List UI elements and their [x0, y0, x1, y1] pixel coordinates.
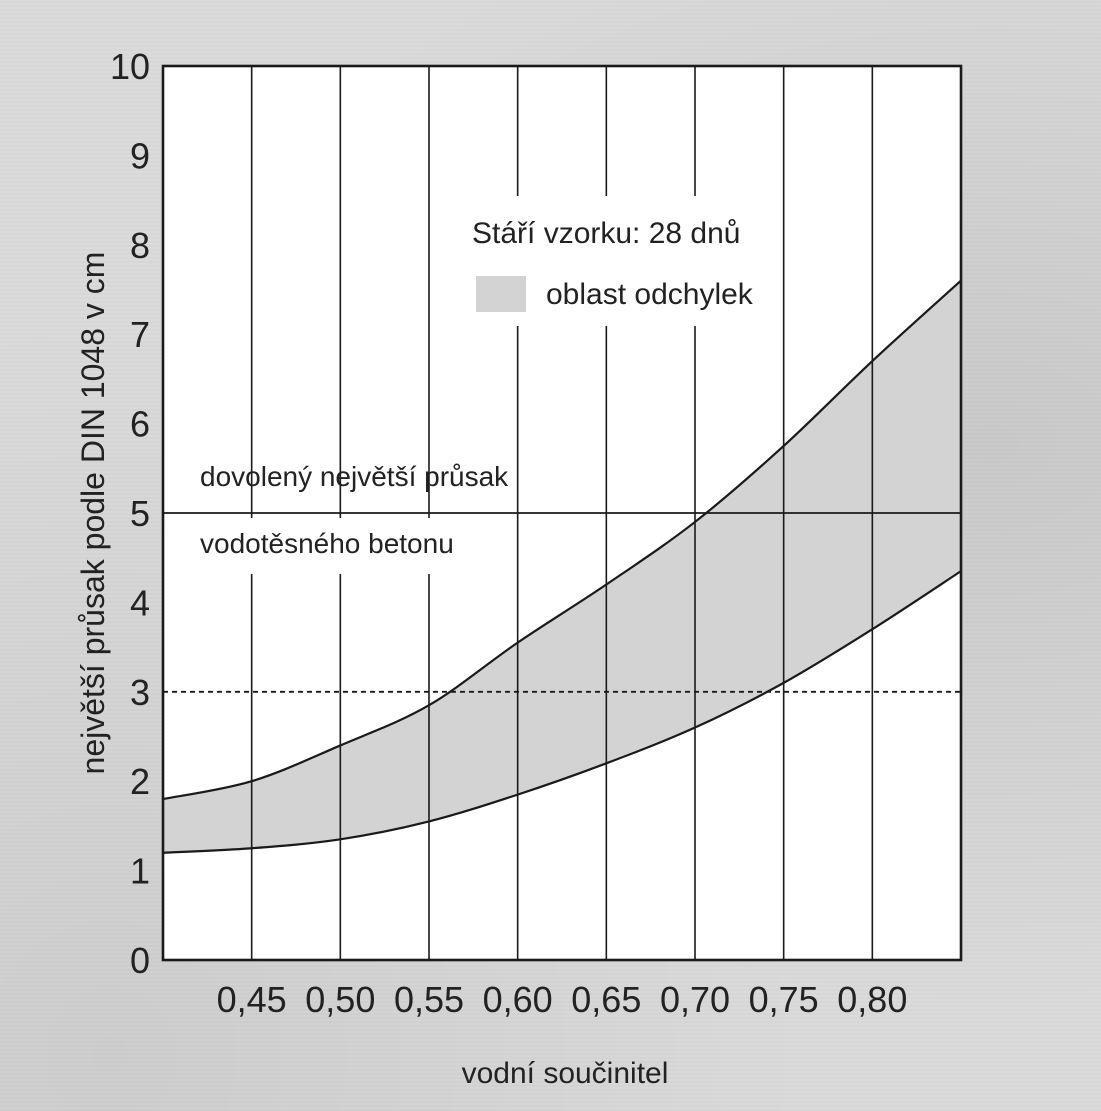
y-tick-label: 10: [110, 46, 150, 87]
x-tick-label: 0,80: [837, 979, 907, 1020]
reference-label-line2: vodotěsného betonu: [200, 528, 454, 559]
x-tick-label: 0,60: [483, 979, 553, 1020]
x-tick-label: 0,70: [660, 979, 730, 1020]
y-axis-title: největší průsak podle DIN 1048 v cm: [75, 252, 111, 775]
y-tick-label: 6: [130, 404, 150, 445]
x-tick-label: 0,75: [749, 979, 819, 1020]
y-tick-label: 0: [130, 940, 150, 981]
x-tick-label: 0,55: [394, 979, 464, 1020]
y-tick-label: 4: [130, 582, 150, 623]
y-tick-label: 5: [130, 493, 150, 534]
x-tick-label: 0,50: [305, 979, 375, 1020]
x-tick-label: 0,65: [571, 979, 641, 1020]
band-legend-swatch: [476, 276, 526, 312]
y-tick-label: 1: [130, 851, 150, 892]
y-tick-label: 7: [130, 314, 150, 355]
band-legend-label: oblast odchylek: [546, 278, 754, 311]
x-axis-title: vodní součinitel: [462, 1057, 669, 1090]
y-tick-label: 2: [130, 761, 150, 802]
x-tick-labels: 0,45 0,50 0,55 0,60 0,65 0,70 0,75 0,80: [217, 979, 908, 1020]
x-tick-label: 0,45: [217, 979, 287, 1020]
y-tick-label: 8: [130, 225, 150, 266]
reference-label-line1: dovolený největší průsak: [200, 461, 509, 492]
y-tick-labels: 0 1 2 3 4 5 6 7 8 9 10: [110, 46, 150, 981]
y-tick-label: 9: [130, 135, 150, 176]
y-tick-label: 3: [130, 672, 150, 713]
sample-age-annotation: Stáří vzorku: 28 dnů: [472, 217, 740, 250]
